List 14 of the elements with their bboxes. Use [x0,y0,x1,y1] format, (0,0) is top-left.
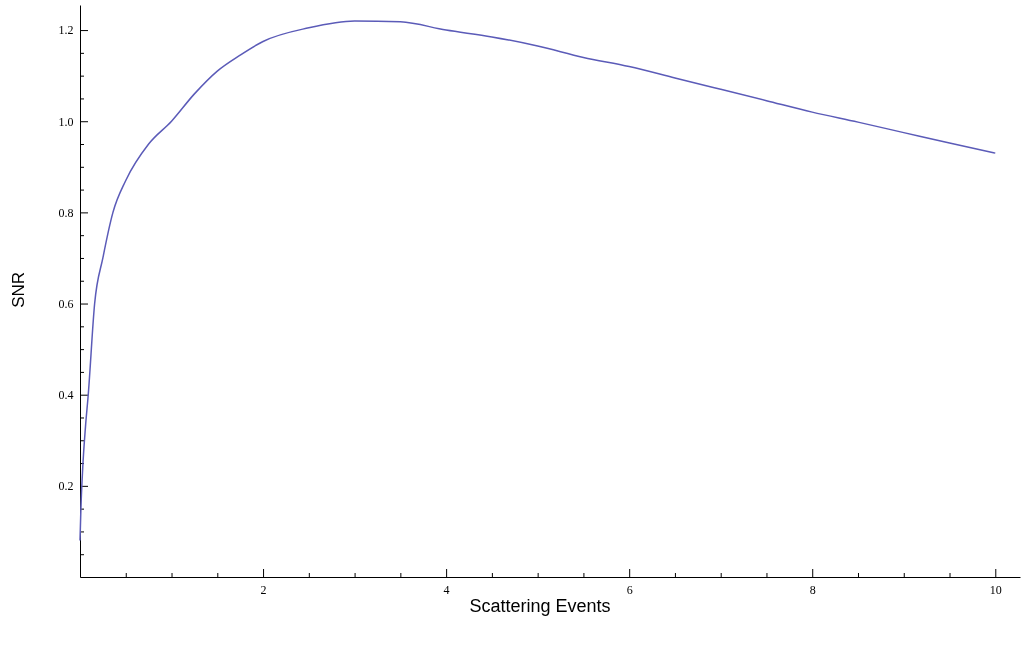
y-tick-label: 0.2 [58,479,74,494]
line-series [79,20,997,542]
x-tick-label: 6 [626,583,633,598]
x-tick-label: 2 [260,583,267,598]
y-tick-label: 1.2 [58,23,74,38]
x-tick-label: 4 [443,583,450,598]
x-tick-label: 10 [989,583,1002,598]
y-tick-label: 0.8 [58,205,74,220]
y-tick-label: 1.0 [58,114,74,129]
y-tick-label: 0.6 [58,296,74,311]
y-axis-title: SNR [9,271,28,308]
x-axis-title: Scattering Events [469,596,611,616]
y-tick-label: 0.4 [58,388,74,403]
x-tick-label: 8 [809,583,816,598]
